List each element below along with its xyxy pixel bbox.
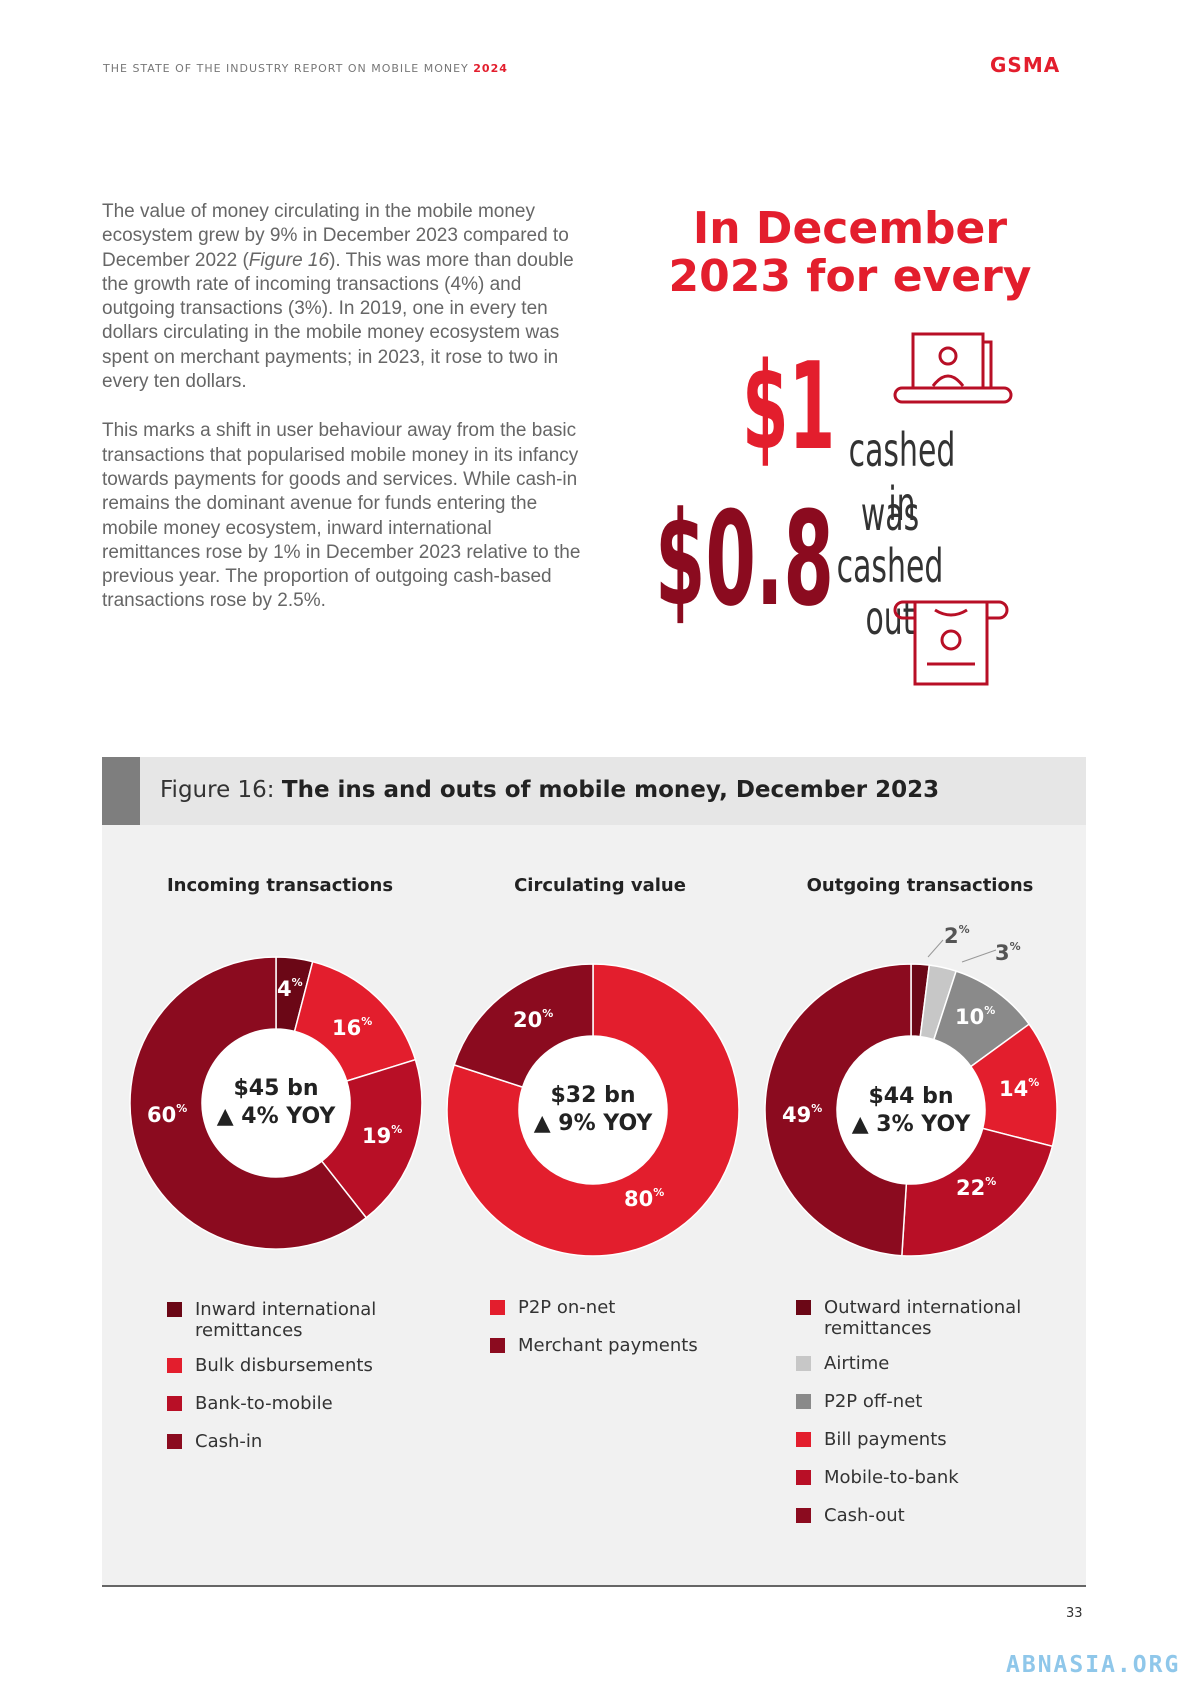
- cashed-in-amount: $1: [742, 338, 836, 477]
- legend-item: P2P off-net: [796, 1391, 1056, 1412]
- slice-label: 80%: [624, 1186, 665, 1211]
- figure-title: The ins and outs of mobile money, Decemb…: [281, 777, 940, 803]
- circulating-center: $32 bn ▲ 9% YOY: [513, 1082, 673, 1138]
- donut-hole: [837, 1036, 985, 1184]
- incoming-center: $45 bn ▲ 4% YOY: [196, 1075, 356, 1131]
- cashed-out-amount: $0.8: [655, 483, 834, 635]
- cashed-out-label: was cashed out: [836, 487, 944, 645]
- legend-item: Bank-to-mobile: [167, 1393, 427, 1414]
- legend-item: Merchant payments: [490, 1335, 740, 1356]
- circulating-total: $32 bn: [550, 1083, 636, 1108]
- report-header: THE STATE OF THE INDUSTRY REPORT ON MOBI…: [103, 62, 508, 75]
- slice-label: 10%: [955, 1004, 996, 1029]
- cash-out-icon: [893, 600, 1009, 686]
- leader-line: [927, 939, 944, 958]
- report-year: 2024: [473, 62, 508, 75]
- legend-item: Cash-out: [796, 1505, 1056, 1526]
- legend-swatch: [796, 1470, 811, 1485]
- watermark: ABNASIA.ORG: [1006, 1652, 1181, 1678]
- incoming-yoy: 4% YOY: [241, 1104, 336, 1129]
- figure-number: Figure 16:: [160, 777, 275, 803]
- legend-swatch: [167, 1434, 182, 1449]
- incoming-yoy-row: ▲ 4% YOY: [196, 1103, 356, 1131]
- legend-swatch: [490, 1300, 505, 1315]
- slice-label: 14%: [999, 1076, 1040, 1101]
- circulating-yoy: 9% YOY: [558, 1111, 653, 1136]
- legend-swatch: [796, 1394, 811, 1409]
- legend-swatch: [796, 1508, 811, 1523]
- intro-text: The value of money circulating in the mo…: [102, 200, 592, 639]
- incoming-total: $45 bn: [233, 1076, 319, 1101]
- incoming-legend: Inward international remittances Bulk di…: [167, 1299, 427, 1469]
- donut-hole: [202, 1029, 350, 1177]
- figure-caption: Figure 16: The ins and outs of mobile mo…: [160, 777, 939, 803]
- circulating-legend: P2P on-net Merchant payments: [490, 1297, 740, 1373]
- legend-item: Cash-in: [167, 1431, 427, 1452]
- slice-label: 2%: [944, 923, 970, 948]
- legend-item: P2P on-net: [490, 1297, 740, 1318]
- legend-swatch: [167, 1302, 182, 1317]
- intro-paragraph-1: The value of money circulating in the mo…: [102, 201, 574, 393]
- slice-label: 60%: [147, 1102, 188, 1127]
- legend-swatch: [167, 1358, 182, 1373]
- legend-swatch: [796, 1356, 811, 1371]
- slice-label: 19%: [362, 1123, 403, 1148]
- legend-item: Bill payments: [796, 1429, 1056, 1450]
- circulating-yoy-row: ▲ 9% YOY: [513, 1110, 673, 1138]
- up-triangle-icon: ▲: [851, 1112, 869, 1137]
- slice-label: 16%: [332, 1015, 373, 1040]
- outgoing-legend: Outward international remittances Airtim…: [796, 1297, 1056, 1543]
- legend-item: Bulk disbursements: [167, 1355, 427, 1376]
- legend-swatch: [796, 1432, 811, 1447]
- figure-reference: Figure 16: [248, 249, 330, 271]
- highlight-title: In December 2023 for every: [668, 203, 1032, 302]
- report-title: THE STATE OF THE INDUSTRY REPORT ON MOBI…: [103, 62, 469, 75]
- legend-item: Airtime: [796, 1353, 1056, 1374]
- up-triangle-icon: ▲: [533, 1111, 551, 1136]
- legend-swatch: [490, 1338, 505, 1353]
- slice-label: 4%: [277, 976, 303, 1001]
- leader-line: [961, 949, 997, 963]
- slice-label: 22%: [956, 1175, 997, 1200]
- legend-item: Mobile-to-bank: [796, 1467, 1056, 1488]
- legend-item: Outward international remittances: [796, 1297, 1056, 1339]
- incoming-title: Incoming transactions: [166, 875, 394, 896]
- slice-label: 20%: [513, 1007, 554, 1032]
- cashed-in-label: cashed in: [848, 423, 956, 531]
- outgoing-title: Outgoing transactions: [806, 875, 1034, 896]
- legend-swatch: [167, 1396, 182, 1411]
- cash-in-icon: [893, 332, 1013, 404]
- outgoing-yoy: 3% YOY: [876, 1112, 971, 1137]
- legend-swatch: [796, 1300, 811, 1315]
- slice-label: 3%: [995, 940, 1021, 965]
- gsma-logo: GSMA: [990, 53, 1061, 77]
- circulating-title: Circulating value: [514, 875, 686, 896]
- outgoing-total: $44 bn: [868, 1084, 954, 1109]
- intro-paragraph-2: This marks a shift in user behaviour awa…: [102, 420, 581, 612]
- outgoing-yoy-row: ▲ 3% YOY: [831, 1111, 991, 1139]
- figure-tab: [102, 757, 140, 825]
- donut-hole: [519, 1036, 667, 1184]
- outgoing-center: $44 bn ▲ 3% YOY: [831, 1083, 991, 1139]
- slice-label: 49%: [782, 1102, 823, 1127]
- legend-item: Inward international remittances: [167, 1299, 427, 1341]
- figure-header: Figure 16: The ins and outs of mobile mo…: [102, 757, 1086, 825]
- page-number: 33: [1066, 1606, 1083, 1621]
- up-triangle-icon: ▲: [216, 1104, 234, 1129]
